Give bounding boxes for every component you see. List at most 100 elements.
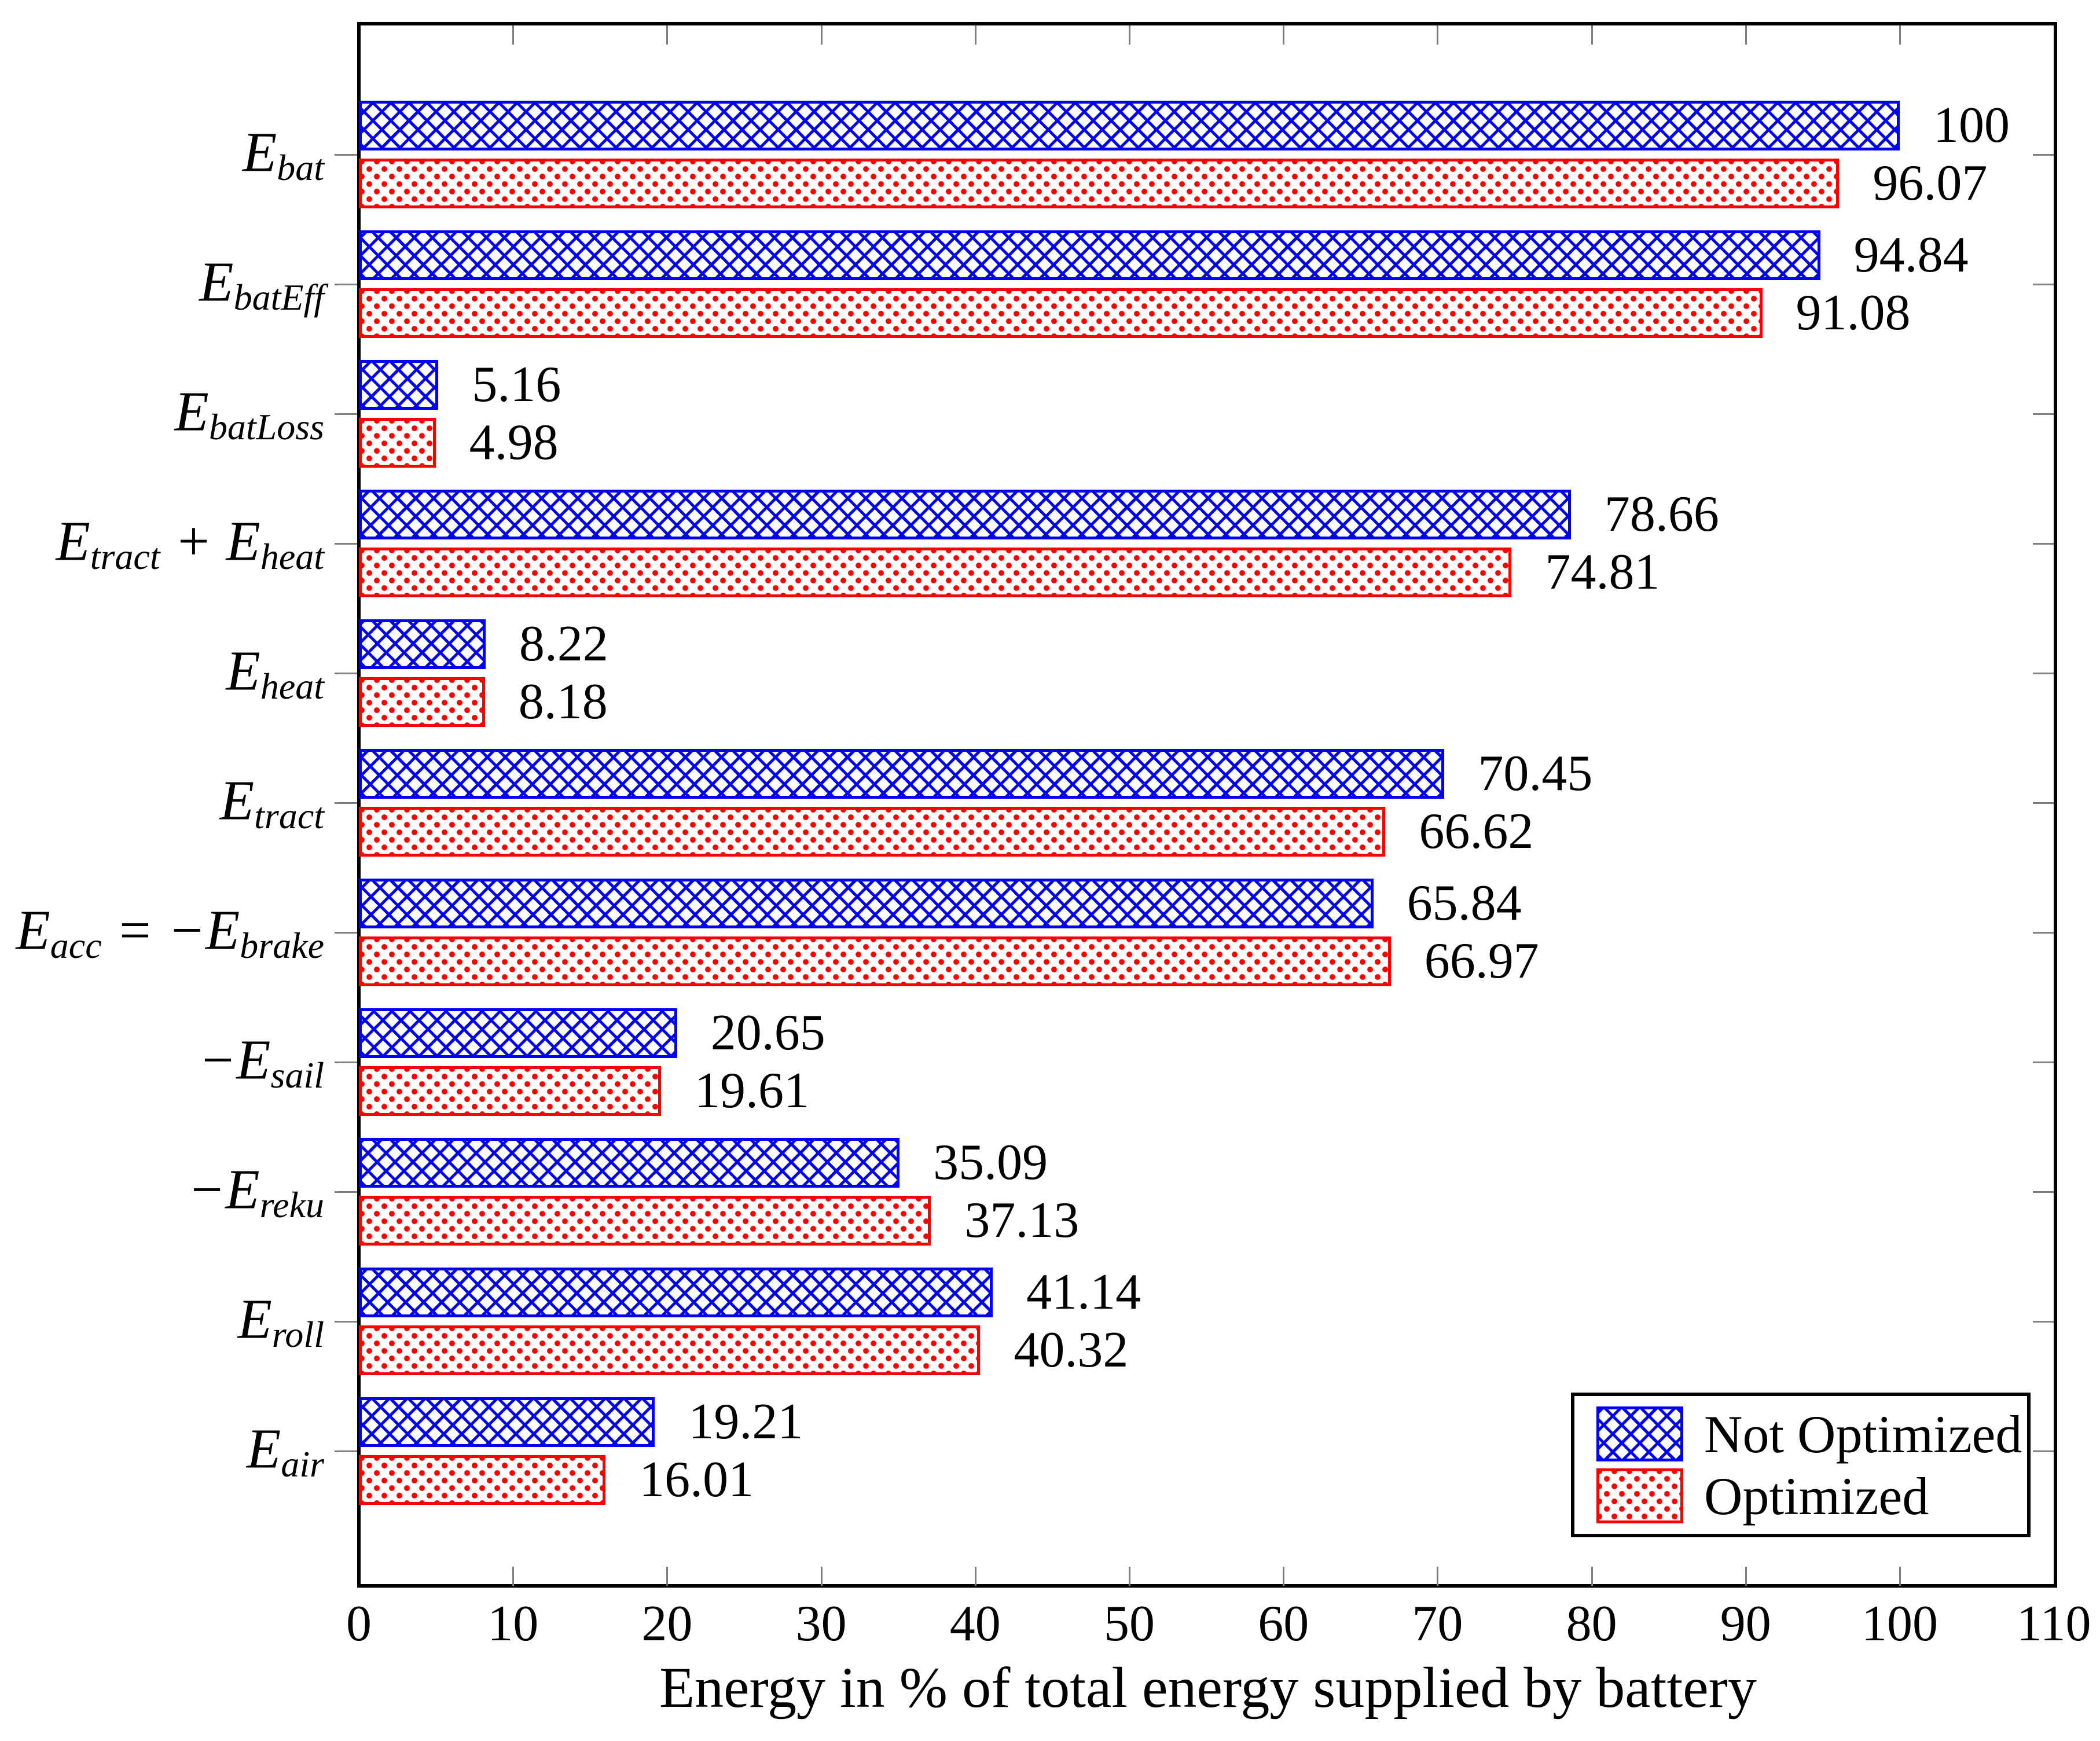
y-axis-tick xyxy=(2033,1450,2054,1452)
x-axis-tick xyxy=(1129,25,1130,45)
y-axis-tick xyxy=(2033,932,2054,934)
value-label: 94.84 xyxy=(1853,227,1969,283)
value-label: 66.62 xyxy=(1419,803,1534,860)
bar-optimized xyxy=(359,936,1391,986)
bar-optimized xyxy=(359,807,1386,857)
category-label-subscript: heat xyxy=(260,665,324,707)
x-tick-label: 110 xyxy=(2016,1596,2091,1652)
legend-entry-label: Optimized xyxy=(1704,1466,1929,1526)
category-label-text: E xyxy=(56,510,90,572)
x-tick-label: 0 xyxy=(346,1596,372,1652)
x-axis-tick xyxy=(666,25,669,45)
bar-not-optimized xyxy=(359,1268,993,1317)
value-label: 4.98 xyxy=(469,414,559,471)
y-axis-tick xyxy=(335,1062,357,1063)
x-axis-tick xyxy=(1899,25,1901,45)
category-label-subscript: bat xyxy=(277,146,324,188)
legend-entry-label: Not Optimized xyxy=(1704,1404,2022,1464)
x-axis-tick xyxy=(1745,1567,1747,1586)
y-axis-tick xyxy=(2033,1321,2054,1323)
category-label: Etract + Eheat xyxy=(56,510,324,575)
y-axis-tick xyxy=(335,802,357,804)
value-label: 16.01 xyxy=(639,1452,754,1508)
bar-not-optimized xyxy=(359,230,1820,280)
x-tick-label: 30 xyxy=(795,1596,847,1652)
x-axis-tick xyxy=(1437,25,1439,45)
bar-optimized xyxy=(359,288,1763,338)
category-label-subscript: roll xyxy=(271,1313,324,1355)
value-label: 8.18 xyxy=(518,674,608,730)
x-axis-tick xyxy=(1745,25,1747,45)
x-axis-tick xyxy=(820,1567,823,1586)
x-tick-label: 80 xyxy=(1566,1596,1617,1652)
category-label-text: E xyxy=(247,1417,281,1480)
value-label: 96.07 xyxy=(1873,155,1988,211)
category-label-subscript: acc xyxy=(50,924,102,966)
x-axis-tick xyxy=(666,1567,669,1586)
category-label-subscript: sail xyxy=(270,1054,324,1096)
value-label: 74.81 xyxy=(1545,544,1660,600)
bar-not-optimized xyxy=(359,490,1571,539)
category-label-text: E xyxy=(16,899,50,961)
category-label-subscript: batLoss xyxy=(208,406,324,447)
y-axis-tick xyxy=(335,1321,357,1323)
x-axis-tick xyxy=(1283,25,1285,45)
bar-not-optimized xyxy=(359,1008,677,1058)
value-label: 78.66 xyxy=(1604,486,1719,542)
category-label-subscript: tract xyxy=(254,795,324,836)
x-axis-tick xyxy=(1437,1567,1439,1586)
y-axis-tick xyxy=(2033,1191,2054,1193)
value-label: 5.16 xyxy=(472,357,561,413)
value-label: 8.22 xyxy=(519,616,608,672)
legend: Not Optimized Optimized xyxy=(1571,1393,2031,1537)
bar-optimized xyxy=(359,1455,606,1505)
bar-optimized xyxy=(359,548,1512,597)
value-label: 19.61 xyxy=(695,1063,810,1119)
y-axis-tick xyxy=(335,413,357,415)
category-label-subscript: air xyxy=(281,1443,324,1485)
y-axis-tick xyxy=(2033,154,2054,156)
category-label: −Esail xyxy=(198,1029,324,1094)
y-axis-tick xyxy=(335,284,357,285)
category-label-text: = −E xyxy=(101,899,240,961)
value-label: 37.13 xyxy=(964,1192,1080,1248)
y-axis-tick xyxy=(335,1191,357,1193)
bar-not-optimized xyxy=(359,1138,900,1188)
category-label-text: −E xyxy=(198,1029,271,1091)
value-label: 100 xyxy=(1933,97,2010,153)
x-tick-label: 20 xyxy=(641,1596,693,1652)
value-label: 19.21 xyxy=(688,1394,803,1450)
x-tick-label: 10 xyxy=(487,1596,539,1652)
y-axis-tick xyxy=(2033,413,2054,415)
category-label-text: E xyxy=(242,121,277,183)
legend-swatch-dots-icon xyxy=(1596,1468,1683,1523)
category-label-text: E xyxy=(237,1288,272,1350)
value-label: 35.09 xyxy=(933,1134,1048,1191)
category-label-text: E xyxy=(174,380,209,443)
value-label: 65.84 xyxy=(1407,875,1522,931)
category-label-subscript: brake xyxy=(240,924,324,966)
category-label: Eair xyxy=(247,1417,324,1483)
y-axis-tick xyxy=(335,543,357,545)
category-label: EbatEff xyxy=(199,251,324,316)
category-label: Eacc = −Ebrake xyxy=(16,899,324,964)
bar-not-optimized xyxy=(359,101,1900,150)
bar-not-optimized xyxy=(359,360,439,410)
category-label-text: E xyxy=(199,251,234,313)
category-label-subscript: reku xyxy=(259,1184,324,1225)
x-axis-title: Energy in % of total energy supplied by … xyxy=(659,1655,1757,1720)
category-label: −Ereku xyxy=(188,1162,324,1224)
bar-optimized xyxy=(359,418,436,468)
x-axis-tick xyxy=(512,1567,515,1586)
y-axis-tick xyxy=(2033,673,2054,674)
category-label-text: E xyxy=(226,640,260,702)
x-axis-tick xyxy=(1591,25,1593,45)
y-axis-tick xyxy=(335,1450,357,1452)
y-axis-tick xyxy=(2033,543,2054,545)
category-label: Ebat xyxy=(242,121,324,186)
legend-entry: Optimized xyxy=(1596,1468,2027,1523)
category-label-subscript: batEff xyxy=(233,276,324,318)
x-tick-label: 50 xyxy=(1104,1596,1155,1652)
bar-optimized xyxy=(359,159,1840,208)
